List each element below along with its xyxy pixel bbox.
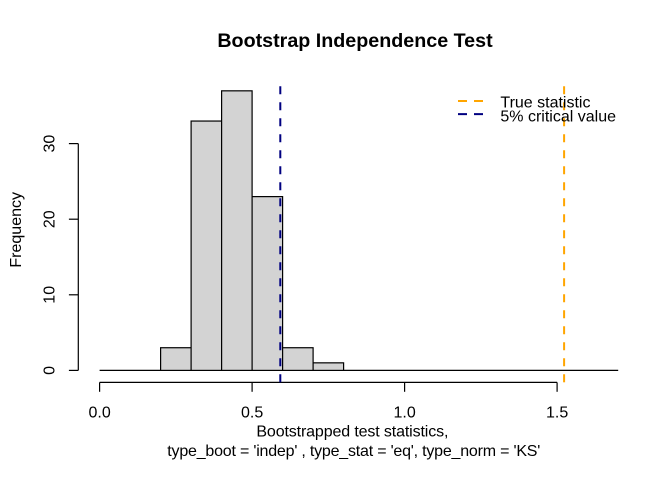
svg-text:0.5: 0.5 xyxy=(241,404,263,421)
svg-text:10: 10 xyxy=(42,286,59,304)
svg-text:5% critical value: 5% critical value xyxy=(500,109,616,126)
svg-text:0: 0 xyxy=(42,366,59,375)
svg-text:0.0: 0.0 xyxy=(88,404,110,421)
svg-text:Bootstrapped test statistics,: Bootstrapped test statistics, xyxy=(256,423,448,440)
svg-text:True statistic: True statistic xyxy=(500,94,590,111)
svg-text:1.0: 1.0 xyxy=(393,404,415,421)
svg-text:30: 30 xyxy=(42,135,59,153)
svg-text:Frequency: Frequency xyxy=(8,192,25,268)
svg-text:1.5: 1.5 xyxy=(546,404,568,421)
svg-text:20: 20 xyxy=(42,210,59,228)
svg-text:type_boot = 'indep' , type_sta: type_boot = 'indep' , type_stat = 'eq', … xyxy=(167,443,540,460)
svg-text:Bootstrap Independence Test: Bootstrap Independence Test xyxy=(217,30,493,52)
